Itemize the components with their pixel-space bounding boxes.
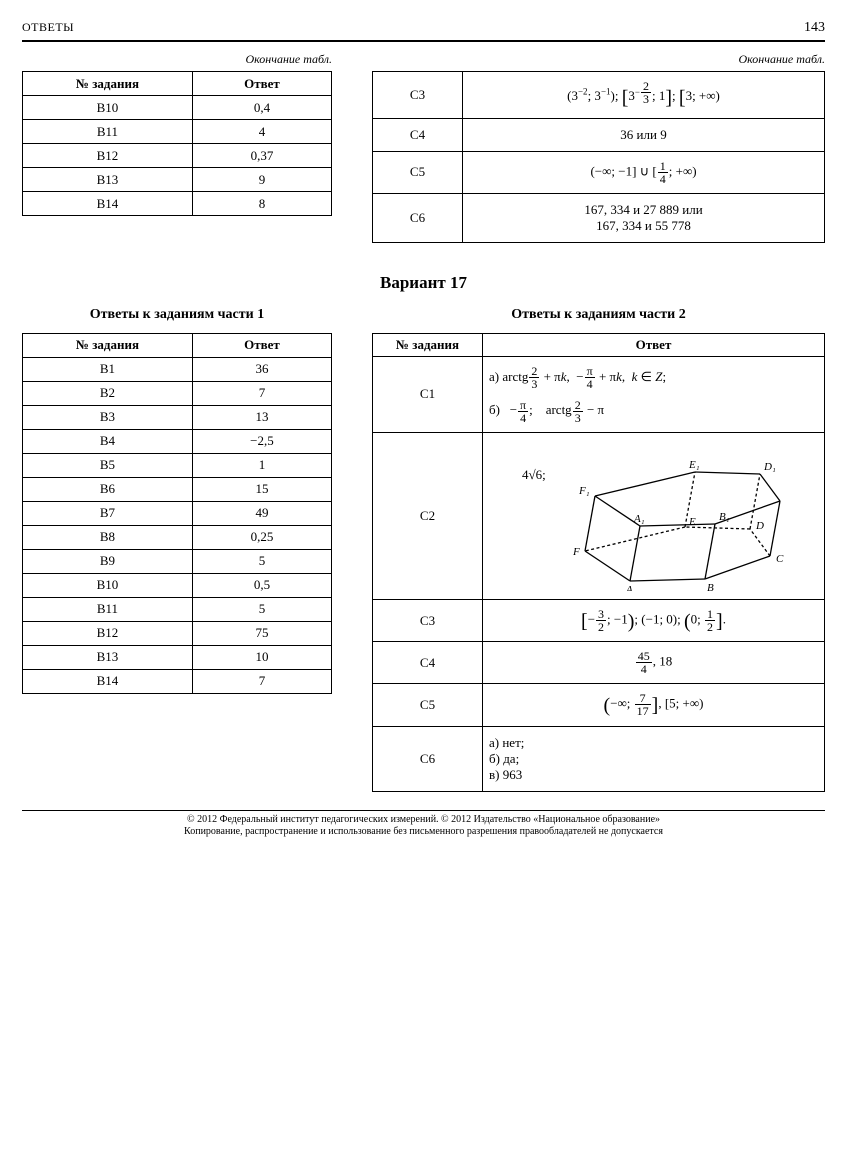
table-row: C2 4√6; FABCDEF₁A₁B₁C₁D₁E₁ <box>373 432 825 599</box>
svg-text:E₁: E₁ <box>688 459 700 471</box>
table-row: C5 (−∞; 717], [5; +∞) <box>373 684 825 726</box>
table-row: B1310 <box>23 645 332 669</box>
table-row: C5 (−∞; −1] ∪ [14; +∞) <box>373 151 825 193</box>
table-caption: Окончание табл. <box>372 52 825 67</box>
table-row: B115 <box>23 597 332 621</box>
top-left-table: № задания Ответ B100,4 B114 B120,37 B139… <box>22 71 332 216</box>
c1-b: б) −π4; arctg23 − π <box>489 398 818 424</box>
part2-table: № задания Ответ C1 а) arctg23 + πk, −π4 … <box>372 333 825 792</box>
prism-diagram: FABCDEF₁A₁B₁C₁D₁E₁ <box>555 441 785 591</box>
table-row: B100,4 <box>23 96 332 120</box>
table-row: B1275 <box>23 621 332 645</box>
table-row: B147 <box>23 669 332 693</box>
table-row: B95 <box>23 549 332 573</box>
table-row: B27 <box>23 381 332 405</box>
table-row: C4 454, 18 <box>373 642 825 684</box>
col-head: Ответ <box>192 72 331 96</box>
table-row: B4−2,5 <box>23 429 332 453</box>
table-row: B148 <box>23 192 332 216</box>
table-row: B100,5 <box>23 573 332 597</box>
part1-table: № задания Ответ B136 B27 B313 B4−2,5 B51… <box>22 333 332 694</box>
table-row: C3 (3−2; 3−1); [3−23; 1]; [3; +∞) <box>373 72 825 119</box>
svg-text:B: B <box>707 582 714 591</box>
table-row: C3 [−32; −1); (−1; 0); (0; 12]. <box>373 599 825 641</box>
table-row: C4 36 или 9 <box>373 118 825 151</box>
footer-l1: © 2012 Федеральный институт педагогическ… <box>22 814 825 827</box>
table-row: B139 <box>23 168 332 192</box>
table-caption: Окончание табл. <box>22 52 332 67</box>
page-number: 143 <box>804 20 825 36</box>
table-row: B313 <box>23 405 332 429</box>
col-head: № задания <box>23 72 193 96</box>
svg-text:F: F <box>572 546 580 558</box>
table-row: B120,37 <box>23 144 332 168</box>
svg-text:C: C <box>776 553 784 565</box>
c1-a: а) arctg23 + πk, −π4 + πk, k ∈ Z; <box>489 365 818 391</box>
table-row: B749 <box>23 501 332 525</box>
c2-prefix: 4√6; <box>522 467 546 482</box>
page-header: ОТВЕТЫ 143 <box>22 20 825 42</box>
section-title: Ответы к заданиям части 1 <box>22 307 332 323</box>
svg-text:D₁: D₁ <box>763 461 776 473</box>
header-left: ОТВЕТЫ <box>22 20 74 35</box>
table-row: C6 а) нет;б) да;в) 963 <box>373 726 825 791</box>
table-row: C6 167, 334 и 27 889 или167, 334 и 55 77… <box>373 193 825 242</box>
svg-text:A: A <box>625 584 633 591</box>
top-right-table: C3 (3−2; 3−1); [3−23; 1]; [3; +∞) C4 36 … <box>372 71 825 243</box>
svg-text:B₁: B₁ <box>719 511 730 523</box>
footer: © 2012 Федеральный институт педагогическ… <box>22 810 825 839</box>
answer-cell: (3−2; 3−1); [3−23; 1]; [3; +∞) <box>463 72 825 119</box>
svg-text:F₁: F₁ <box>578 485 590 497</box>
svg-text:A₁: A₁ <box>633 513 645 525</box>
section-title: Ответы к заданиям части 2 <box>372 307 825 323</box>
footer-l2: Копирование, распространение и использов… <box>22 826 825 839</box>
table-row: B51 <box>23 453 332 477</box>
table-row: B615 <box>23 477 332 501</box>
variant-title: Вариант 17 <box>22 273 825 293</box>
svg-text:D: D <box>755 520 764 532</box>
table-row: B136 <box>23 357 332 381</box>
table-row: C1 а) arctg23 + πk, −π4 + πk, k ∈ Z; б) … <box>373 356 825 432</box>
table-row: B114 <box>23 120 332 144</box>
svg-text:E: E <box>688 516 696 528</box>
table-row: B80,25 <box>23 525 332 549</box>
